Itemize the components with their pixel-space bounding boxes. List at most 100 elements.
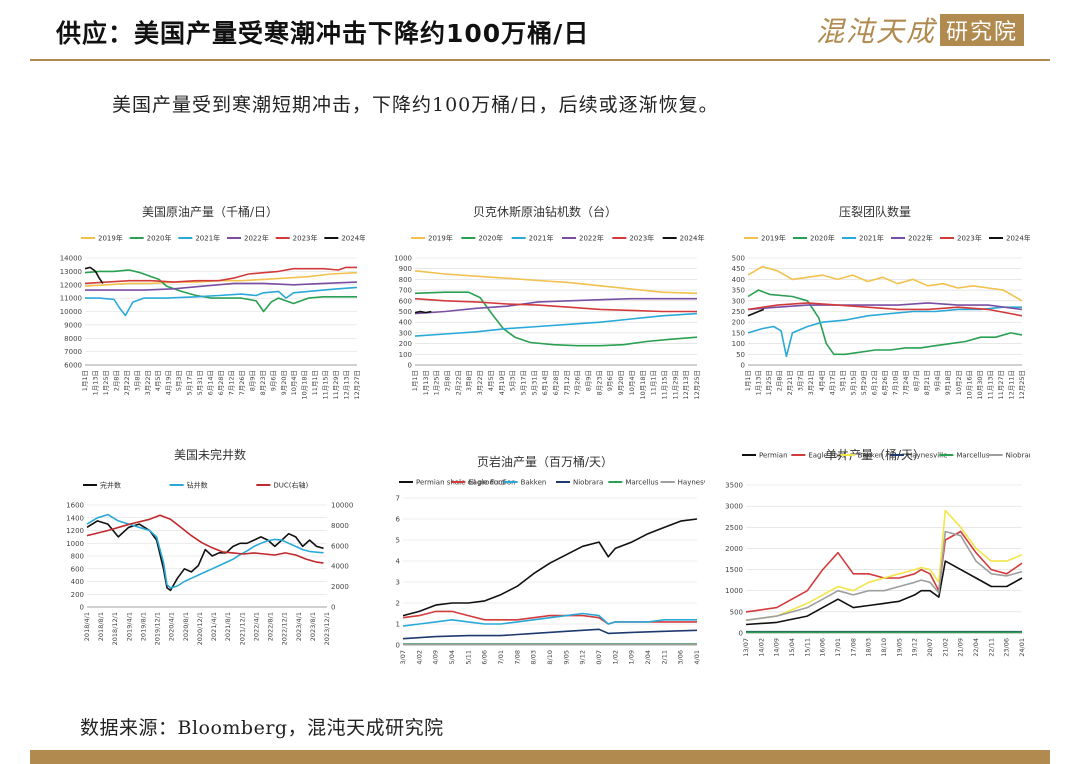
x-tick-label: 5月3日 (175, 370, 183, 391)
x-tick-label: 4月19日 (498, 370, 506, 395)
y2-tick-label: 4000 (331, 563, 349, 571)
series-line (747, 302, 1023, 311)
x-tick-label: 21/09 (628, 650, 636, 665)
x-tick-label: 17/08 (849, 638, 857, 657)
legend-label: 2024年 (1006, 234, 1030, 243)
x-tick-label: 2022/4/1 (252, 612, 260, 641)
series-line (85, 281, 358, 291)
legend-label: 2023年 (957, 234, 982, 243)
chart-shale-production: 页岩油产量（百万桶/天） 0 1 2 3 4 5 6 7 13/07 14/02 14/09 15/04… (385, 450, 705, 665)
brand-seal: 研究院 (940, 14, 1024, 46)
x-tick-label: 11月13日 (986, 370, 994, 400)
y-tick-label: 300 (399, 329, 412, 337)
x-tick-label: 4月4日 (818, 370, 826, 391)
y-tick-label: 0 (739, 630, 743, 638)
series-line (86, 513, 324, 589)
y-tick-label: 1600 (66, 502, 84, 510)
y-tick-label: 800 (71, 553, 84, 561)
x-tick-label: 20/07 (926, 638, 934, 657)
x-tick-label: 12月27日 (353, 370, 361, 400)
x-tick-label: 9月18日 (944, 370, 952, 395)
legend-label: 完井数 (100, 481, 121, 490)
series-line (414, 297, 697, 315)
x-tick-label: 1月1日 (411, 370, 419, 391)
legend-label: Niobrara (1006, 452, 1030, 460)
legend-label: 2021年 (529, 234, 554, 243)
x-tick-label: 6月14日 (207, 370, 215, 395)
x-tick-label: 2018/8/1 (97, 612, 105, 641)
x-tick-label: 12月11日 (1007, 370, 1015, 400)
x-tick-label: 7月24日 (902, 370, 910, 395)
x-tick-label: 10月2日 (955, 370, 963, 395)
y-tick-label: 1500 (725, 566, 743, 574)
y-tick-label: 6 (396, 516, 401, 524)
y-tick-label: 600 (71, 565, 84, 573)
x-tick-label: 6月26日 (881, 370, 889, 395)
x-tick-label: 9月20日 (617, 370, 625, 395)
footer-bar (30, 750, 1050, 764)
chart-svg: 单井产量（桶/天） 0 500 1000 1500 2000 2500 3000 3500 13/… (725, 447, 1030, 657)
x-tick-label: 13/07 (742, 638, 750, 657)
legend-label: Bakken (858, 452, 884, 460)
series-line (86, 514, 324, 564)
legend-label: Marcellus (625, 479, 659, 487)
x-tick-label: 9月6日 (606, 370, 614, 391)
x-tick-label: 9月4日 (934, 370, 942, 391)
x-tick-label: 6月12日 (870, 370, 878, 395)
series-line (745, 530, 1023, 613)
legend-label: 2021年 (859, 234, 884, 243)
x-tick-label: 11月1日 (650, 370, 658, 395)
legend-label: 2022年 (244, 234, 269, 243)
x-tick-label: 16/06 (481, 650, 489, 665)
series-line (84, 269, 357, 313)
x-tick-label: 15/04 (788, 638, 796, 657)
y-tick-label: 14000 (60, 255, 82, 263)
x-tick-label: 15/11 (803, 638, 811, 657)
series-line (747, 302, 1023, 317)
x-tick-label: 10月18日 (301, 370, 309, 400)
y2-tick-label: 8000 (331, 522, 349, 530)
legend-label: Marcellus (956, 452, 990, 460)
x-tick-label: 12月13日 (682, 370, 690, 400)
x-tick-label: 5月31日 (196, 370, 204, 395)
x-tick-label: 7月10日 (892, 370, 900, 395)
chart-title: 压裂团队数量 (839, 204, 911, 219)
x-tick-label: 12月25日 (693, 370, 701, 400)
series-line (747, 306, 1022, 358)
x-tick-label: 8月23日 (595, 370, 603, 395)
x-tick-label: 5月29日 (860, 370, 868, 395)
x-tick-label: 3月8日 (465, 370, 473, 391)
x-tick-label: 7月26日 (238, 370, 246, 395)
x-tick-label: 19/12 (579, 650, 587, 665)
x-tick-label: 1月13日 (755, 370, 763, 395)
y-tick-label: 0 (408, 362, 412, 370)
chart-title: 贝克休斯原油钻机数（台） (473, 204, 617, 219)
y-tick-label: 11000 (60, 295, 82, 303)
legend-label: Eagle Ford (468, 479, 505, 487)
x-tick-label: 10月30日 (976, 370, 984, 400)
y2-tick-label: 2000 (331, 583, 349, 591)
series-line (414, 297, 697, 313)
x-tick-label: 6月28日 (552, 370, 560, 395)
y-tick-label: 5 (396, 537, 400, 545)
legend-label: 2022年 (908, 234, 933, 243)
legend-label: 2019年 (761, 234, 786, 243)
x-tick-label: 23/06 (677, 650, 685, 665)
x-tick-label: 4月19日 (165, 370, 173, 395)
x-tick-label: 14/09 (773, 638, 781, 657)
x-tick-label: 2月22日 (454, 370, 462, 395)
y-tick-label: 400 (71, 578, 84, 586)
legend-label: Permian (759, 452, 788, 460)
y-tick-label: 13000 (60, 268, 82, 276)
x-tick-label: 3月22日 (144, 370, 152, 395)
x-tick-label: 2020/12/1 (196, 612, 204, 645)
y-tick-label: 1200 (66, 527, 84, 535)
x-tick-label: 7月26日 (574, 370, 582, 395)
x-tick-label: 22/11 (660, 650, 668, 665)
legend-label: 2022年 (579, 234, 604, 243)
x-tick-label: 1月25日 (433, 370, 441, 395)
y-tick-label: 1400 (66, 514, 84, 522)
x-tick-label: 22/11 (987, 638, 995, 657)
chart-svg: 页岩油产量（百万桶/天） 0 1 2 3 4 5 6 7 13/07 14/02 14/09 15/04… (396, 454, 705, 665)
y-tick-label: 6000 (64, 362, 82, 370)
